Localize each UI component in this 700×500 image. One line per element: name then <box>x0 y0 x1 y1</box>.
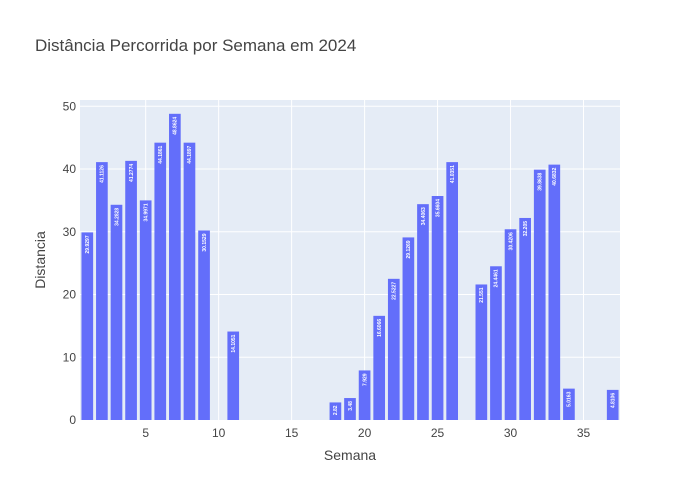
x-tick-label: 5 <box>142 426 149 440</box>
y-tick-label: 0 <box>69 413 76 427</box>
bar-value-label: 34.9971 <box>143 203 149 221</box>
chart-title: Distância Percorrida por Semana em 2024 <box>35 36 356 55</box>
bar-value-label: 7.929 <box>362 373 368 386</box>
x-tick-label: 15 <box>285 426 299 440</box>
bar <box>606 389 619 420</box>
bar-value-label: 32.205 <box>523 221 529 237</box>
bar <box>169 113 181 420</box>
bar <box>490 266 502 420</box>
bar <box>475 284 488 420</box>
bar-value-label: 5.0163 <box>567 391 573 407</box>
y-tick-label: 10 <box>63 350 77 364</box>
bar-value-label: 30.4206 <box>508 232 514 250</box>
bar <box>402 237 415 420</box>
bar-value-label: 16.6066 <box>377 319 383 337</box>
bar <box>431 196 444 420</box>
bar <box>563 388 575 420</box>
y-tick-label: 40 <box>63 162 77 176</box>
bar <box>139 200 152 420</box>
y-axis-title: Distancia <box>32 231 48 289</box>
bar <box>387 278 400 420</box>
bar-value-label: 41.2774 <box>129 164 135 182</box>
x-tick-label: 25 <box>431 426 445 440</box>
bar-value-label: 39.8638 <box>538 172 544 190</box>
x-axis-ticks: 5 10 15 20 25 30 35 <box>142 426 590 440</box>
y-axis-ticks: 0 10 20 30 40 50 <box>63 99 77 427</box>
bar-value-label: 29.9297 <box>85 235 91 253</box>
bar-value-label: 3.48 <box>348 401 354 411</box>
bar-value-label: 24.4461 <box>494 269 500 287</box>
bar <box>110 204 123 420</box>
bar <box>373 315 386 420</box>
bar <box>446 162 458 420</box>
bar <box>519 217 531 420</box>
bar <box>504 229 517 420</box>
bar <box>125 160 137 421</box>
bar-value-label: 35.6604 <box>435 199 441 217</box>
bar <box>154 142 167 420</box>
bars <box>81 113 619 421</box>
bar <box>358 370 371 420</box>
x-tick-label: 10 <box>212 426 226 440</box>
bar <box>227 331 240 420</box>
bar-value-label: 34.4063 <box>421 207 427 225</box>
bar <box>533 169 546 420</box>
bar-value-label: 41.1126 <box>100 165 106 183</box>
bar-labels: 29.9297 41.1126 34.2828 41.2774 34.9971 44.18… <box>85 117 616 416</box>
bar-value-label: 4.8106 <box>611 393 617 409</box>
bar <box>81 232 94 420</box>
bar-value-label: 34.2828 <box>114 208 120 226</box>
bar <box>344 398 356 420</box>
bar <box>548 164 561 420</box>
bar <box>183 142 196 420</box>
y-tick-label: 30 <box>63 225 77 239</box>
bar-value-label: 44.1897 <box>187 145 193 163</box>
bar <box>198 230 210 420</box>
bar-value-label: 22.5227 <box>392 282 398 300</box>
bar-value-label: 30.1529 <box>202 233 208 251</box>
bar <box>96 162 108 420</box>
bar-value-label: 41.0351 <box>450 165 456 183</box>
bar <box>417 204 429 420</box>
x-tick-label: 30 <box>504 426 518 440</box>
x-tick-label: 20 <box>358 426 372 440</box>
bar <box>329 402 342 420</box>
bar-value-label: 21.551 <box>479 287 485 303</box>
bar-value-label: 2.82 <box>333 405 339 415</box>
y-tick-label: 20 <box>63 288 77 302</box>
y-tick-label: 50 <box>63 99 77 113</box>
bar-value-label: 44.1861 <box>158 145 164 163</box>
x-axis-title: Semana <box>324 447 376 463</box>
bar-value-label: 48.8624 <box>173 117 179 135</box>
bar-value-label: 14.1051 <box>231 334 237 352</box>
x-tick-label: 35 <box>577 426 591 440</box>
bar-value-label: 29.1269 <box>406 240 412 258</box>
bar-value-label: 40.6832 <box>552 167 558 185</box>
